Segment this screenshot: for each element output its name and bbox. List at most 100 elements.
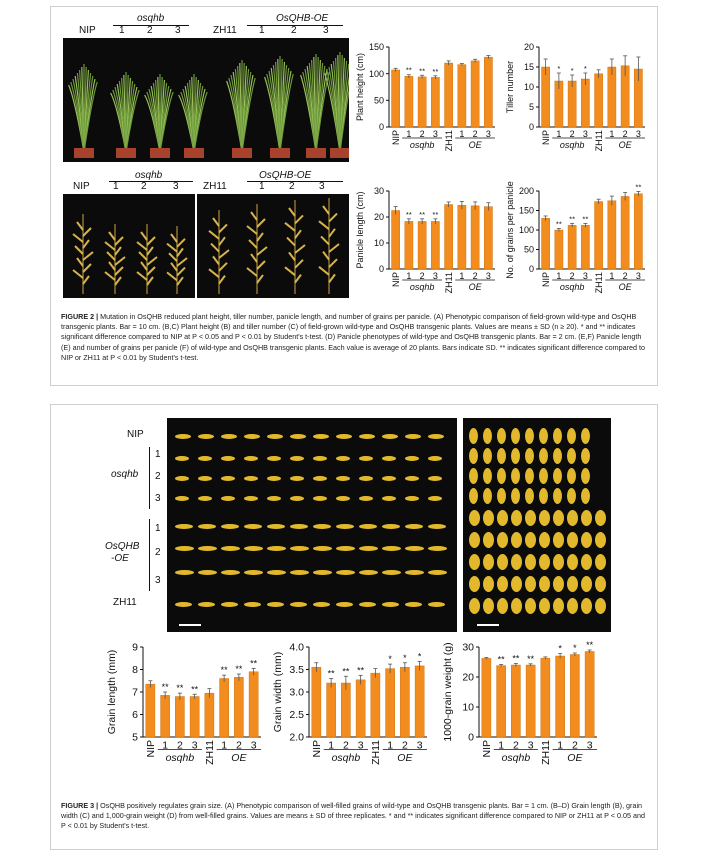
figure-3-title: FIGURE 3 |: [61, 801, 99, 810]
significance-mark: **: [162, 682, 169, 692]
grain: [511, 554, 522, 570]
bar: [470, 205, 480, 270]
grain: [405, 434, 421, 439]
bar: [326, 682, 336, 738]
grain: [359, 602, 376, 607]
y-tick-label: 3.0: [289, 687, 304, 699]
bar: [444, 204, 453, 270]
grain: [497, 576, 508, 592]
bar: [204, 692, 215, 738]
grain: [221, 524, 239, 529]
grain: [525, 532, 536, 548]
significance-mark: **: [357, 665, 364, 675]
y-tick-label: 0: [468, 732, 474, 744]
significance-mark: *: [571, 66, 574, 75]
grain: [267, 434, 283, 439]
grain: [428, 496, 442, 501]
label-oe-2: 2: [291, 25, 297, 36]
x-tick-label: ZH11: [594, 130, 604, 151]
grain: [267, 546, 286, 551]
group-label: osqhb: [166, 752, 195, 764]
y-tick-label: 30: [462, 642, 474, 654]
x-tick-label: 2: [473, 129, 478, 139]
row-label-osqhb-3: 3: [155, 493, 161, 504]
chart-plant-height: 0 50 100 150 Plant height (cm) NIP ** 1 ** 2 ** 3 ZH…: [355, 42, 495, 151]
grain: [497, 510, 508, 526]
grain: [382, 476, 396, 481]
figure-2-caption: FIGURE 2 | Mutation in OsQHB reduced pla…: [61, 312, 649, 363]
grain: [313, 456, 327, 461]
grain: [198, 602, 215, 607]
bar: [541, 66, 550, 128]
bar: [594, 73, 603, 128]
bar: [341, 682, 351, 738]
y-tick-label: 20: [462, 672, 474, 684]
grain: [267, 570, 286, 575]
grain: [313, 546, 332, 551]
x-tick-label: 3: [417, 740, 423, 752]
grain: [497, 554, 508, 570]
x-tick-label: 1: [221, 740, 227, 752]
x-tick-label: 3: [486, 129, 491, 139]
y-axis-label: Panicle length (cm): [355, 191, 365, 268]
grain: [290, 456, 304, 461]
x-tick-label: ZH11: [370, 740, 382, 765]
y-tick-label: 0: [529, 122, 534, 132]
y-tick-label: 50: [374, 95, 384, 105]
bar: [484, 206, 493, 270]
x-tick-label: 3: [587, 740, 593, 752]
bar: [541, 218, 550, 270]
row-label-osqhb-1: 1: [155, 449, 161, 460]
grain: [244, 546, 263, 551]
x-tick-label: 2: [420, 271, 425, 281]
row-label-osqhb-2: 2: [155, 471, 161, 482]
label-3: 3: [175, 25, 181, 36]
grain: [567, 576, 578, 592]
y-tick-label: 100: [519, 225, 534, 235]
grain: [483, 554, 494, 570]
grain: [567, 468, 576, 484]
bar: [248, 671, 259, 738]
y-tick-label: 150: [369, 42, 384, 52]
grain: [539, 598, 550, 614]
label-oe-2: 2: [289, 181, 295, 192]
bar: [417, 76, 427, 128]
grain: [221, 602, 238, 607]
grain: [313, 434, 329, 439]
grain: [244, 434, 260, 439]
label-nip: NIP: [79, 25, 96, 36]
significance-mark: *: [388, 654, 392, 664]
x-tick-label: 3: [528, 740, 534, 752]
grain: [336, 456, 350, 461]
grain: [567, 532, 578, 548]
bar: [385, 668, 395, 738]
x-tick-label: 3: [251, 740, 257, 752]
grain: [581, 428, 590, 444]
significance-mark: **: [582, 214, 588, 223]
significance-mark: **: [235, 664, 242, 674]
x-tick-label: 2: [572, 740, 578, 752]
grain: [290, 570, 309, 575]
bar: [634, 193, 643, 270]
grain: [469, 468, 478, 484]
bar: [417, 221, 427, 270]
label-osqhb: osqhb: [135, 170, 163, 181]
label-oe-1: 1: [259, 25, 265, 36]
grain: [221, 476, 235, 481]
y-tick-label: 10: [524, 82, 534, 92]
grain: [359, 496, 373, 501]
x-tick-label: 2: [513, 740, 519, 752]
grain: [244, 524, 262, 529]
grain: [359, 546, 378, 551]
y-axis-label: Grain width (mm): [272, 652, 284, 733]
significance-mark: **: [556, 219, 562, 228]
y-tick-label: 10: [374, 238, 384, 248]
grain: [290, 602, 307, 607]
y-axis-label: 1000-grain weight (g): [442, 642, 454, 741]
bar: [391, 69, 400, 128]
significance-mark: **: [221, 665, 228, 675]
x-tick-label: NIP: [311, 740, 323, 758]
significance-mark: **: [527, 654, 534, 664]
grain: [469, 510, 480, 526]
significance-mark: **: [432, 210, 438, 219]
